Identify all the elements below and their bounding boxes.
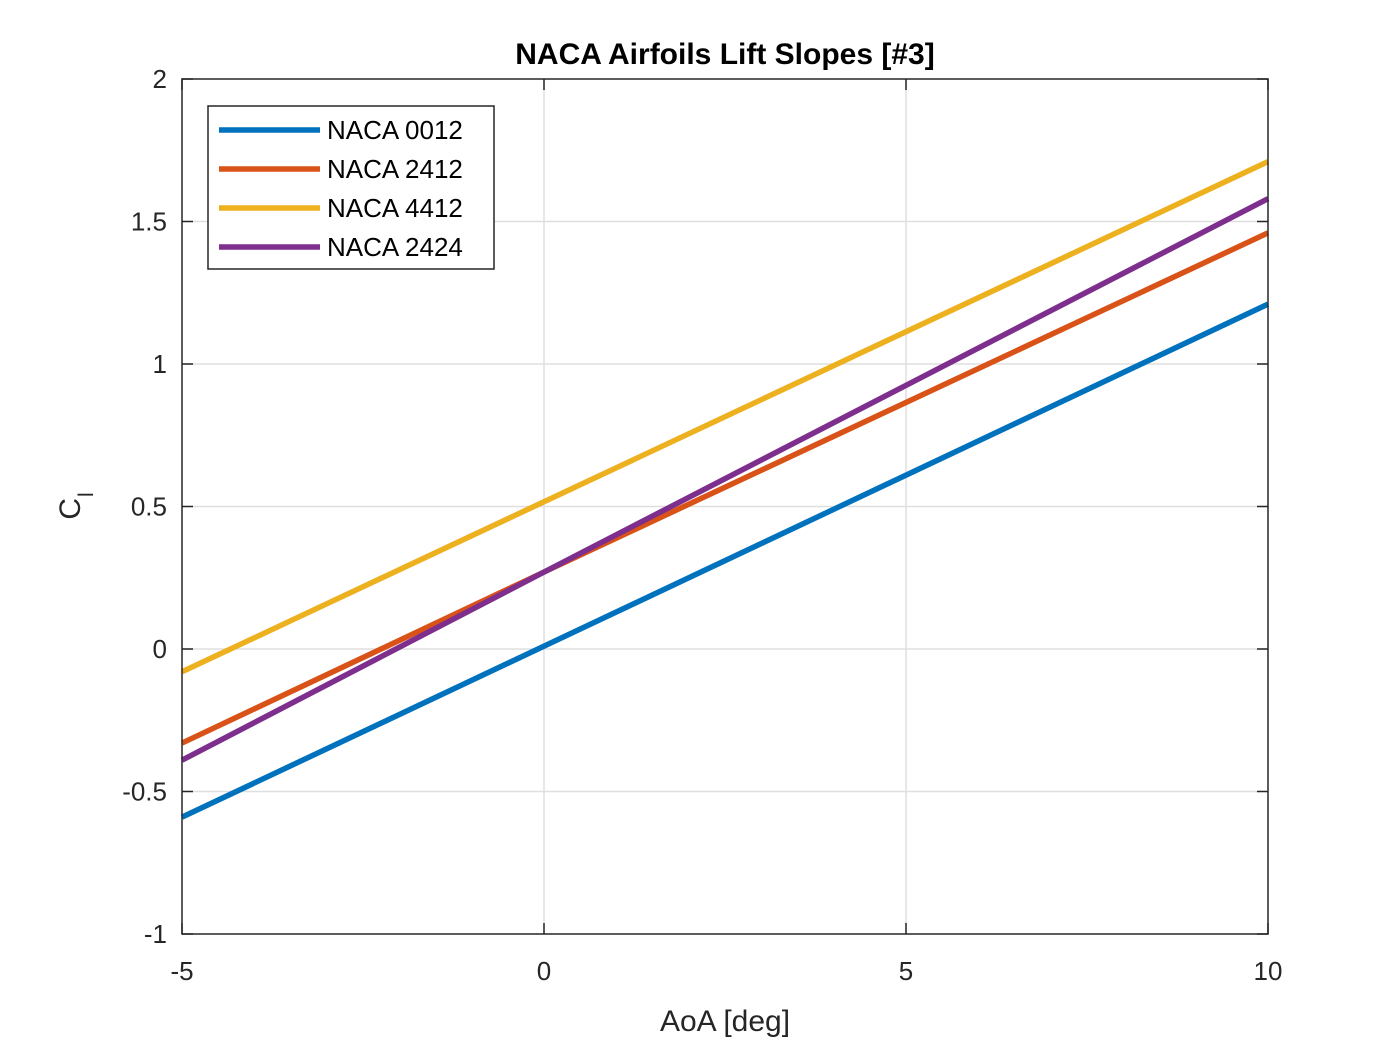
x-tick-label: 0: [537, 956, 551, 986]
legend-label: NACA 4412: [327, 193, 463, 223]
legend-box: [207, 105, 495, 270]
series-line-naca-0012: [180, 301, 1270, 820]
y-tick-label: 2: [153, 64, 167, 94]
series-lines: [180, 159, 1270, 820]
legend-label: NACA 2424: [327, 232, 463, 262]
y-axis-label-main: C: [54, 498, 87, 520]
x-tick-label: -5: [170, 956, 193, 986]
x-tick-label: 10: [1254, 956, 1283, 986]
y-tick-label: -1: [144, 919, 167, 949]
series-line-naca-4412: [180, 159, 1270, 675]
series-line-naca-2424: [180, 196, 1270, 763]
x-axis-label: AoA [deg]: [660, 1005, 790, 1038]
y-tick-label: 0: [153, 634, 167, 664]
y-axis-label: Cl: [54, 492, 98, 519]
grid: [182, 79, 1268, 934]
y-tick-label: 0.5: [131, 492, 167, 522]
y-tick-label: 1.5: [131, 207, 167, 237]
y-tick-label: 1: [153, 349, 167, 379]
chart-title: NACA Airfoils Lift Slopes [#3]: [515, 38, 934, 71]
x-tick-label: 5: [899, 956, 913, 986]
legend-label: NACA 2412: [327, 154, 463, 184]
y-axis-label-subscript: l: [75, 492, 98, 497]
axis-ticks: -5 0 5 10 -1 -0.5 0 0.5 1 1.5 2: [122, 64, 1282, 986]
legend-label: NACA 0012: [327, 115, 463, 145]
legend: NACA 0012 NACA 2412 NACA 4412 NACA 2424: [207, 105, 495, 270]
svg-text:Cl: Cl: [54, 492, 98, 519]
y-tick-label: -0.5: [122, 777, 167, 807]
